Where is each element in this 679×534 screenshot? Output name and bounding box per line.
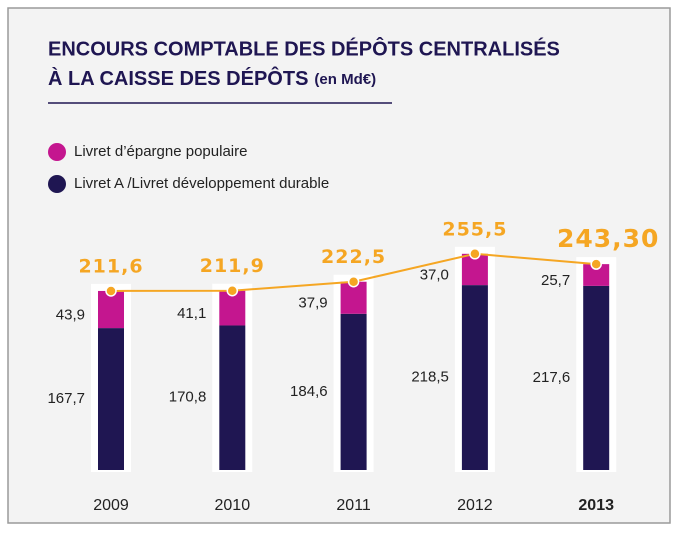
total-label: 255,5 [442,218,507,240]
chart-title: ENCOURS COMPTABLE DES DÉPÔTS CENTRALISÉS [48,36,560,60]
bar-segment [219,325,246,470]
total-dot [590,258,602,270]
bar-segment [98,328,124,470]
x-tick-label: 2012 [457,497,493,514]
bar-segment [340,313,367,470]
title-line: À LA CAISSE DES DÉPÔTS [48,66,308,90]
x-tick-label: 2009 [93,497,129,514]
legend-label: Livret A /Livret développement durable [74,175,329,192]
bar-segment [461,285,488,470]
bar-segment [583,285,610,470]
x-tick-label: 2011 [336,497,371,514]
legend-swatch [48,143,66,161]
data-label: 170,8 [169,389,207,406]
total-dot [105,285,117,297]
bar-segment [98,290,124,329]
bar-segment [219,290,246,326]
total-label: 211,6 [78,255,143,277]
data-label: 167,7 [47,390,85,407]
data-label: 41,1 [177,305,206,322]
unit: (en Md€) [314,71,376,88]
data-label: 218,5 [411,369,449,386]
data-label: 184,6 [290,383,328,400]
data-label: 217,6 [533,369,571,386]
x-tick-label: 2010 [215,497,251,514]
total-dot [469,248,481,260]
total-label: 211,9 [200,255,265,277]
data-label: 25,7 [541,272,570,289]
bar-segment [583,264,610,286]
data-label: 37,9 [298,295,327,312]
x-tick-label: 2013 [578,497,614,514]
legend-swatch [48,175,66,193]
data-label: 43,9 [56,306,85,323]
total-dot [226,284,239,297]
total-label: 222,5 [321,246,386,268]
legend-label: Livret d’épargne populaire [74,143,247,160]
chart-title: À LA CAISSE DES DÉPÔTS (en Md€) [48,66,376,90]
total-label: 243,30 [557,224,659,253]
total-dot [347,275,360,288]
data-label: 37,0 [420,266,449,283]
